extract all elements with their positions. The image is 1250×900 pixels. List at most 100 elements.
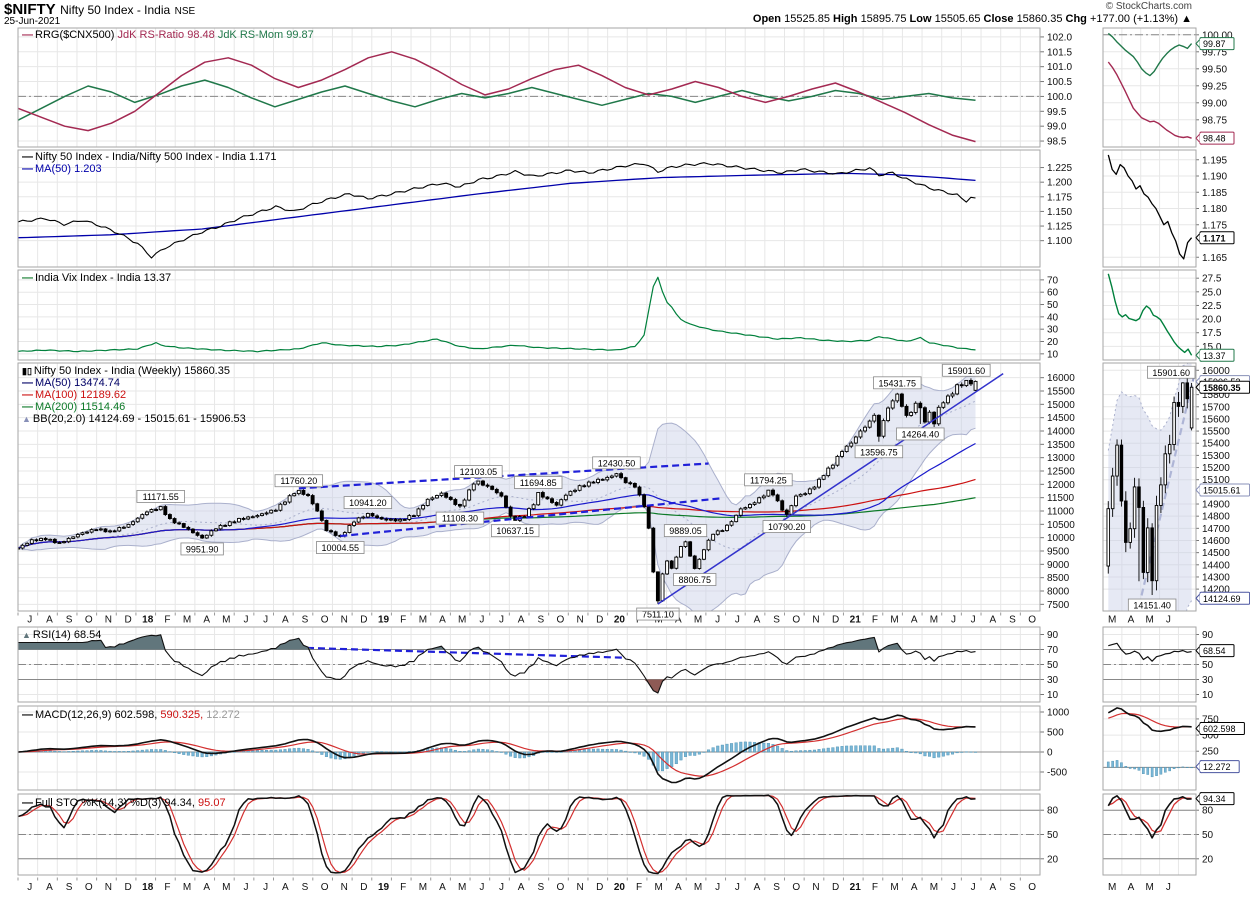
svg-text:11000: 11000 (1047, 507, 1075, 518)
svg-text:1.125: 1.125 (1047, 222, 1072, 233)
svg-text:10637.15: 10637.15 (496, 526, 534, 536)
line-swatch-icon: — (22, 709, 33, 721)
svg-text:O: O (85, 615, 93, 626)
svg-text:8000: 8000 (1047, 587, 1070, 598)
svg-text:D: D (124, 882, 131, 893)
svg-text:12430.50: 12430.50 (598, 458, 636, 468)
low-label: Low (909, 13, 932, 25)
svg-text:30: 30 (1047, 325, 1059, 336)
svg-text:50: 50 (1202, 660, 1214, 671)
chart-date: 25-Jun-2021 (4, 16, 61, 27)
svg-text:M: M (1145, 882, 1153, 893)
svg-text:99.75: 99.75 (1202, 47, 1227, 58)
svg-text:F: F (164, 882, 170, 893)
svg-text:S: S (773, 882, 780, 893)
svg-text:50: 50 (1047, 300, 1059, 311)
svg-text:10790.20: 10790.20 (768, 522, 806, 532)
svg-text:O: O (792, 615, 800, 626)
svg-text:11694.85: 11694.85 (520, 478, 557, 488)
svg-text:S: S (537, 882, 544, 893)
svg-text:A: A (46, 615, 53, 626)
svg-text:20: 20 (614, 882, 626, 893)
svg-text:M: M (930, 615, 938, 626)
svg-text:9951.90: 9951.90 (186, 544, 219, 554)
svg-text:M: M (183, 615, 191, 626)
svg-text:7500: 7500 (1047, 600, 1070, 611)
svg-text:N: N (341, 615, 348, 626)
svg-text:A: A (203, 882, 210, 893)
svg-text:750: 750 (1202, 714, 1219, 725)
svg-text:27.5: 27.5 (1202, 274, 1222, 285)
svg-text:14700: 14700 (1202, 524, 1230, 535)
svg-text:1.180: 1.180 (1202, 204, 1227, 215)
svg-text:250: 250 (1202, 747, 1219, 758)
svg-text:N: N (105, 882, 112, 893)
svg-text:J: J (243, 615, 248, 626)
chg-label: Chg (1065, 13, 1087, 25)
svg-text:O: O (321, 615, 329, 626)
svg-text:16000: 16000 (1202, 366, 1230, 377)
svg-text:J: J (971, 615, 976, 626)
svg-text:15100: 15100 (1202, 475, 1230, 486)
svg-text:98.75: 98.75 (1202, 115, 1227, 126)
svg-text:M: M (458, 615, 466, 626)
svg-text:M: M (183, 882, 191, 893)
svg-text:18: 18 (142, 882, 154, 893)
svg-text:M: M (694, 882, 702, 893)
svg-text:O: O (1028, 615, 1036, 626)
svg-text:13000: 13000 (1047, 453, 1075, 464)
svg-text:J: J (479, 615, 484, 626)
svg-text:A: A (203, 615, 210, 626)
svg-text:99.5: 99.5 (1047, 107, 1067, 118)
sto-legend-name: Full STO %K(14,3) %D(3) (35, 797, 165, 809)
svg-text:J: J (27, 882, 32, 893)
svg-text:14264.40: 14264.40 (902, 429, 940, 439)
svg-text:99.50: 99.50 (1202, 64, 1227, 75)
svg-text:1000: 1000 (1047, 708, 1070, 719)
svg-text:9889.05: 9889.05 (669, 526, 702, 536)
svg-text:N: N (576, 615, 583, 626)
svg-text:90: 90 (1202, 630, 1214, 641)
svg-text:14900: 14900 (1202, 500, 1230, 511)
macd-legend: — MACD(12,26,9) 602.598, 590.325, 12.272 (22, 709, 240, 721)
svg-text:99.87: 99.87 (1203, 39, 1226, 49)
macd-hist-value: 12.272 (203, 709, 240, 721)
svg-text:15000: 15000 (1047, 400, 1075, 411)
line-swatch-icon: — (22, 272, 33, 284)
line-swatch-icon: — (22, 401, 33, 413)
svg-text:A: A (1128, 615, 1135, 626)
sto-k-value: 94.34, (164, 797, 195, 809)
open-value: 15525.85 (784, 13, 830, 25)
svg-text:14200: 14200 (1202, 585, 1230, 596)
svg-text:J: J (735, 882, 740, 893)
svg-text:15500: 15500 (1202, 427, 1230, 438)
svg-text:M: M (1108, 882, 1116, 893)
open-label: Open (752, 13, 782, 25)
svg-text:A: A (911, 615, 918, 626)
svg-text:S: S (537, 615, 544, 626)
svg-text:J: J (735, 615, 740, 626)
svg-text:A: A (518, 615, 525, 626)
svg-text:22.5: 22.5 (1202, 301, 1222, 312)
svg-text:M: M (930, 882, 938, 893)
svg-text:19: 19 (378, 615, 390, 626)
svg-text:20: 20 (1047, 854, 1059, 865)
svg-text:A: A (439, 615, 446, 626)
svg-text:M: M (694, 615, 702, 626)
svg-text:D: D (596, 882, 603, 893)
svg-text:99.0: 99.0 (1047, 122, 1067, 133)
svg-text:10: 10 (1047, 690, 1059, 701)
svg-text:D: D (832, 882, 839, 893)
svg-text:1.225: 1.225 (1047, 163, 1072, 174)
svg-text:15300: 15300 (1202, 451, 1230, 462)
svg-text:30: 30 (1047, 675, 1059, 686)
svg-text:J: J (715, 615, 720, 626)
svg-text:70: 70 (1047, 275, 1059, 286)
svg-text:N: N (812, 882, 819, 893)
svg-text:1.190: 1.190 (1202, 172, 1227, 183)
copyright: © StockCharts.com (1105, 1, 1192, 12)
line-swatch-icon: — (22, 151, 33, 163)
rrg-mom-value: JdK RS-Mom 99.87 (217, 29, 314, 41)
ohlc-readout: Open 15525.85 High 15895.75 Low 15505.65… (753, 13, 1192, 25)
